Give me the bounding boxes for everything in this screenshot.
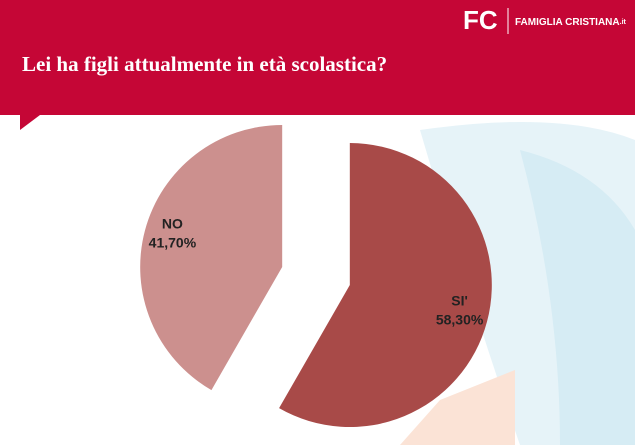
slice-label: SI': [451, 292, 468, 308]
pie-slice: [279, 143, 492, 428]
logo: FC: [463, 5, 498, 35]
header-band: [0, 0, 635, 115]
brand-domain: .it: [620, 19, 627, 26]
decoration: [400, 370, 515, 445]
brand-name: FAMIGLIA CRISTIANA: [515, 17, 620, 28]
slice-label: NO: [162, 216, 183, 232]
brand: FAMIGLIA CRISTIANA.it: [515, 17, 627, 28]
slice-value-label: 58,30%: [436, 311, 484, 327]
chart-title: Lei ha figli attualmente in età scolasti…: [22, 52, 387, 76]
slice-value-label: 41,70%: [149, 235, 197, 251]
header-tab: [20, 115, 40, 130]
decoration: [520, 150, 635, 445]
pie-slice: [140, 124, 283, 391]
